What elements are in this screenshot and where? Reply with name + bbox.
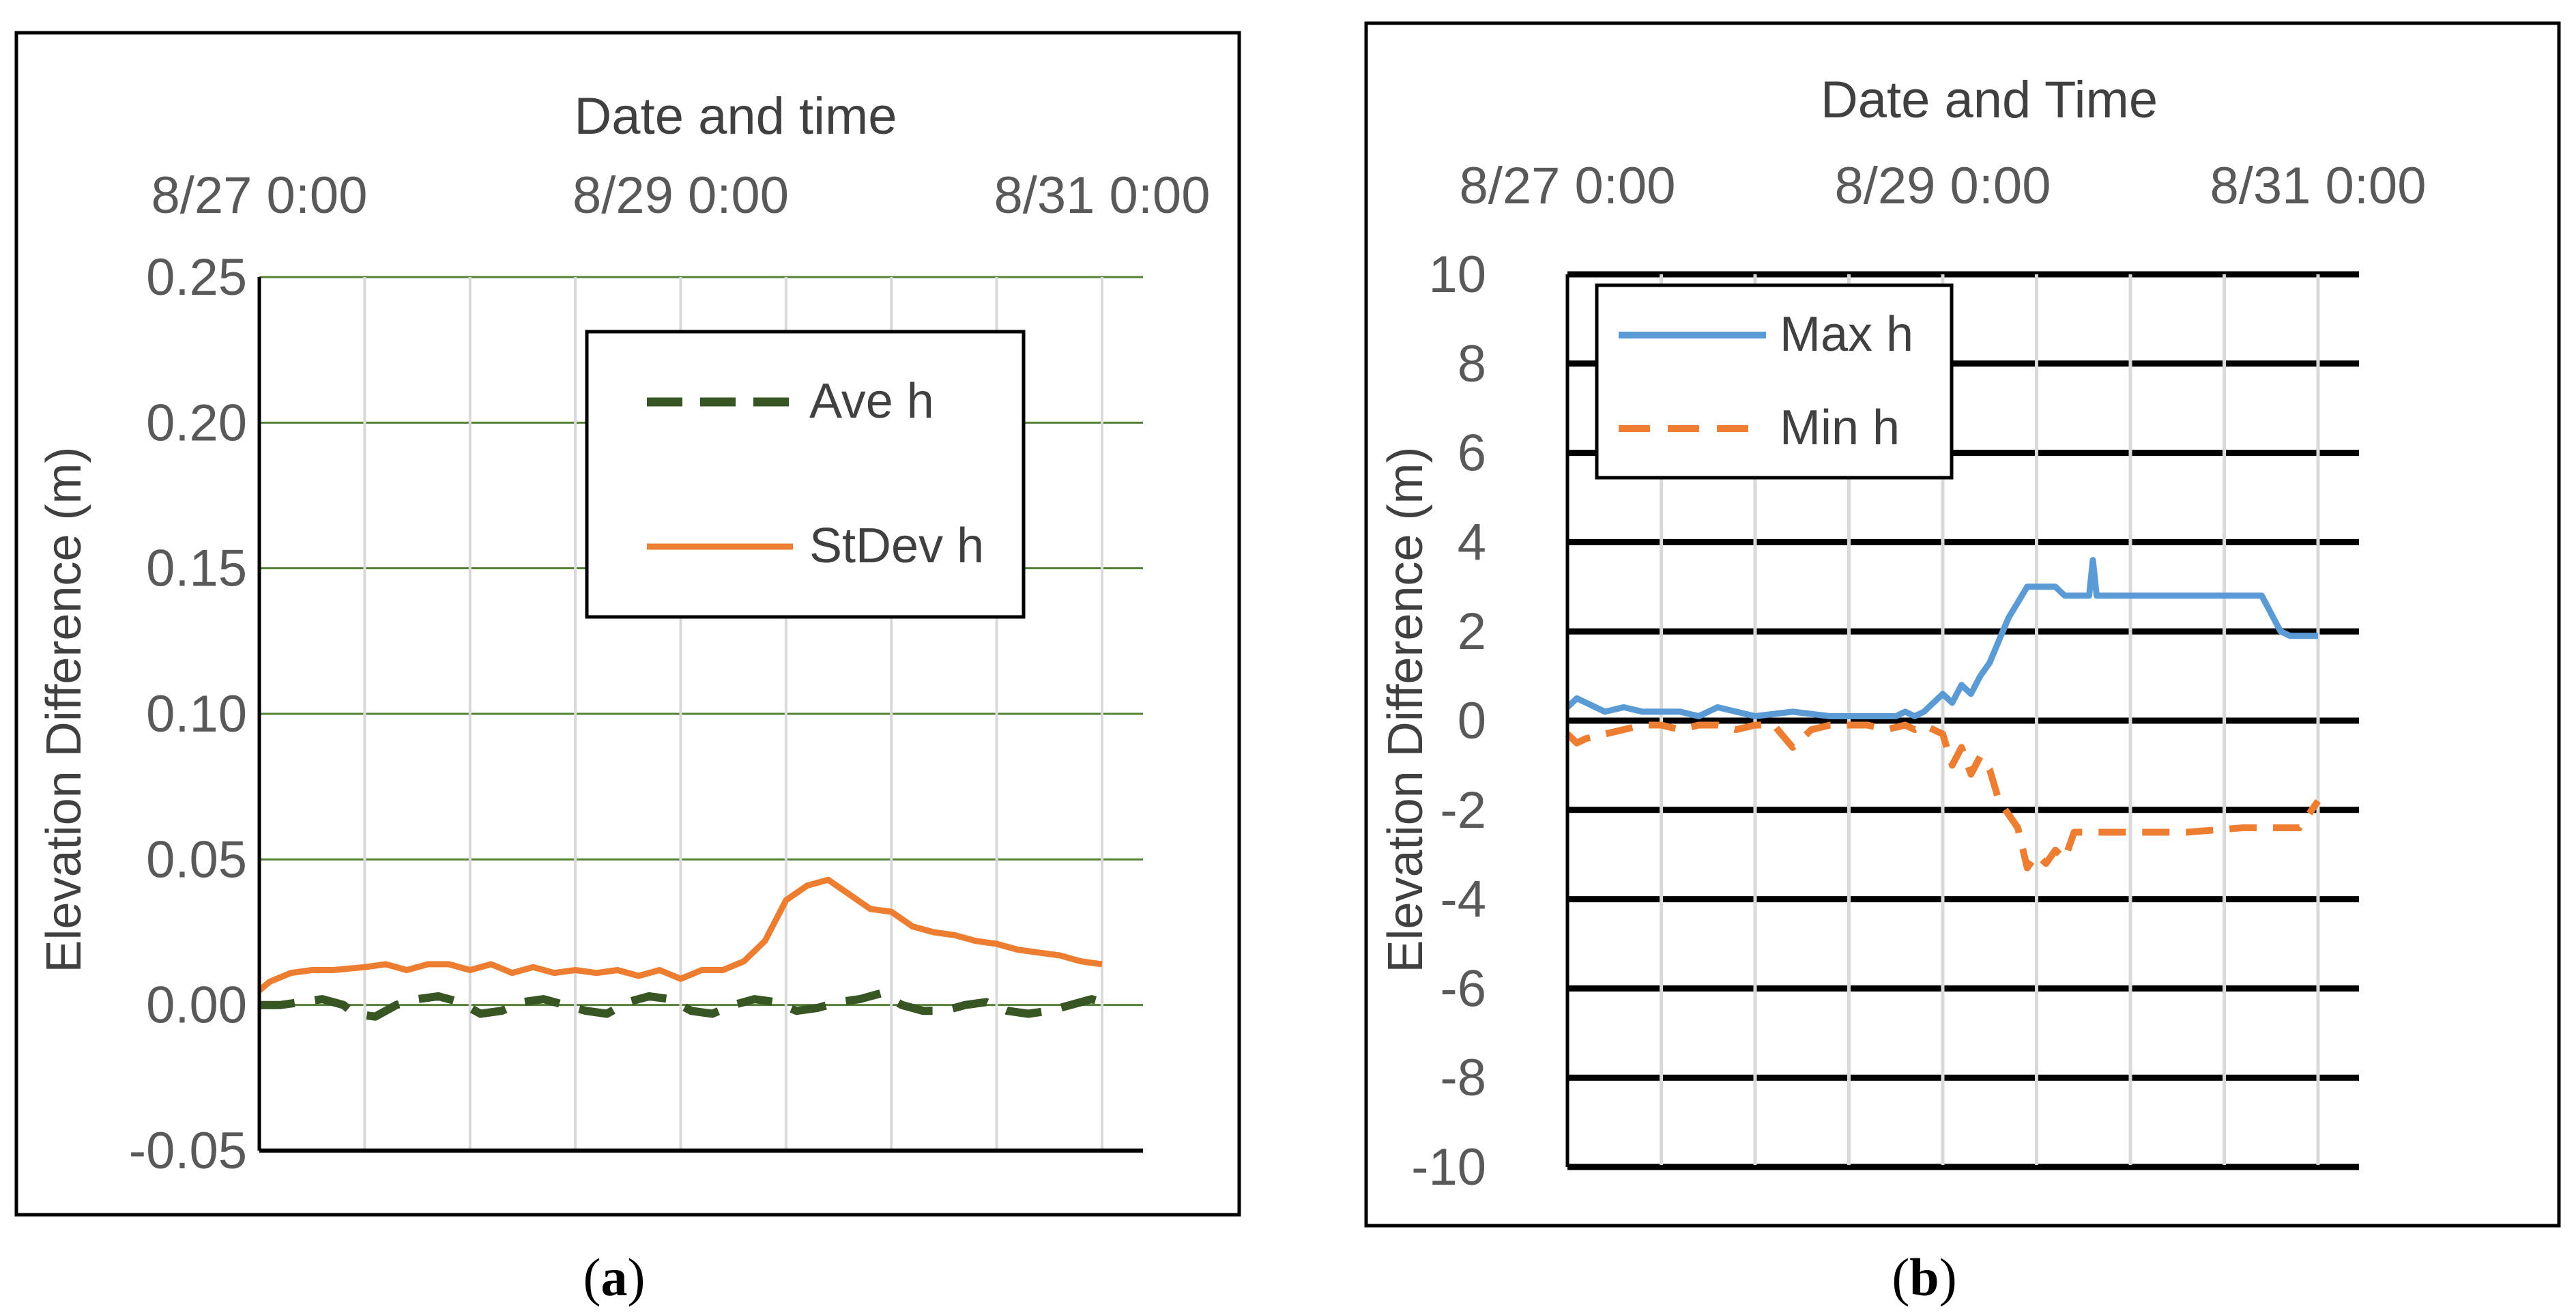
chart-a-x-tick-label: 8/29 0:00: [573, 167, 789, 225]
chart-b-x-tick-label: 8/31 0:00: [2210, 157, 2427, 215]
chart-a-caption-letter: a: [601, 1247, 628, 1307]
chart-a-y-tick-label: 0.20: [146, 394, 247, 452]
chart-b-y-tick-label: 4: [1458, 513, 1486, 571]
chart-a-caption: (a): [583, 1247, 646, 1307]
chart-b-y-tick-label: -6: [1440, 960, 1486, 1018]
chart-b-y-tick-label: -10: [1411, 1138, 1486, 1196]
chart-a-y-tick-label: 0.10: [146, 685, 247, 743]
chart-a-y-tick-label: 0.25: [146, 248, 247, 306]
chart-a-y-tick-label: 0.00: [146, 977, 247, 1035]
series-line-stdev-h: [257, 876, 1103, 993]
chart-a: Date and time Elevation Difference (m) 0…: [14, 31, 1241, 1307]
series-line-ave-h: [259, 989, 1103, 1021]
chart-b-legend: Max h Min h: [1595, 283, 1954, 480]
chart-a-axis-title: Date and time: [574, 87, 897, 145]
chart-b-y-tick-label: 2: [1458, 603, 1486, 661]
chart-b-y-axis-title: Elevation Difference (m): [1378, 447, 1433, 973]
chart-a-x-tick-label: 8/27 0:00: [151, 167, 368, 225]
chart-a-legend: Ave h StDev h: [585, 330, 1026, 619]
chart-b-y-tick-label: 10: [1428, 246, 1486, 304]
chart-b-caption: (b): [1892, 1247, 1956, 1307]
chart-b: Date and Time Elevation Difference (m) 1…: [1364, 21, 2561, 1307]
chart-b-legend-box: [1595, 283, 1954, 480]
chart-a-y-tick-label: -0.05: [129, 1122, 247, 1180]
chart-b-x-tick-label: 8/27 0:00: [1460, 157, 1676, 215]
chart-b-y-tick-label: -2: [1440, 781, 1486, 839]
chart-b-axis-title: Date and Time: [1821, 71, 2158, 129]
chart-b-y-tick-label: -4: [1440, 871, 1486, 929]
legend-label-stdev-h: StDev h: [809, 519, 984, 573]
chart-a-y-tick-label: 0.05: [146, 831, 247, 889]
chart-b-y-tick-label: 6: [1458, 424, 1486, 482]
chart-a-y-tick-label: 0.15: [146, 540, 247, 598]
chart-a-legend-box: [585, 330, 1026, 619]
legend-label-ave-h: Ave h: [809, 374, 934, 429]
chart-a-y-axis-title: Elevation Difference (m): [37, 447, 91, 973]
chart-b-frame: [1364, 21, 2561, 1228]
chart-a-frame: [14, 31, 1241, 1217]
chart-b-y-tick-label: 8: [1458, 335, 1486, 393]
chart-b-x-tick-label: 8/29 0:00: [1835, 157, 2051, 215]
series-line-max-h: [1565, 557, 2318, 719]
legend-label-min-h: Min h: [1780, 401, 1900, 455]
chart-b-y-tick-label: 0: [1458, 692, 1486, 750]
legend-label-max-h: Max h: [1780, 307, 1913, 362]
chart-b-caption-letter: b: [1909, 1247, 1939, 1307]
chart-b-y-tick-label: -8: [1440, 1049, 1486, 1107]
chart-a-x-tick-label: 8/31 0:00: [994, 167, 1211, 225]
